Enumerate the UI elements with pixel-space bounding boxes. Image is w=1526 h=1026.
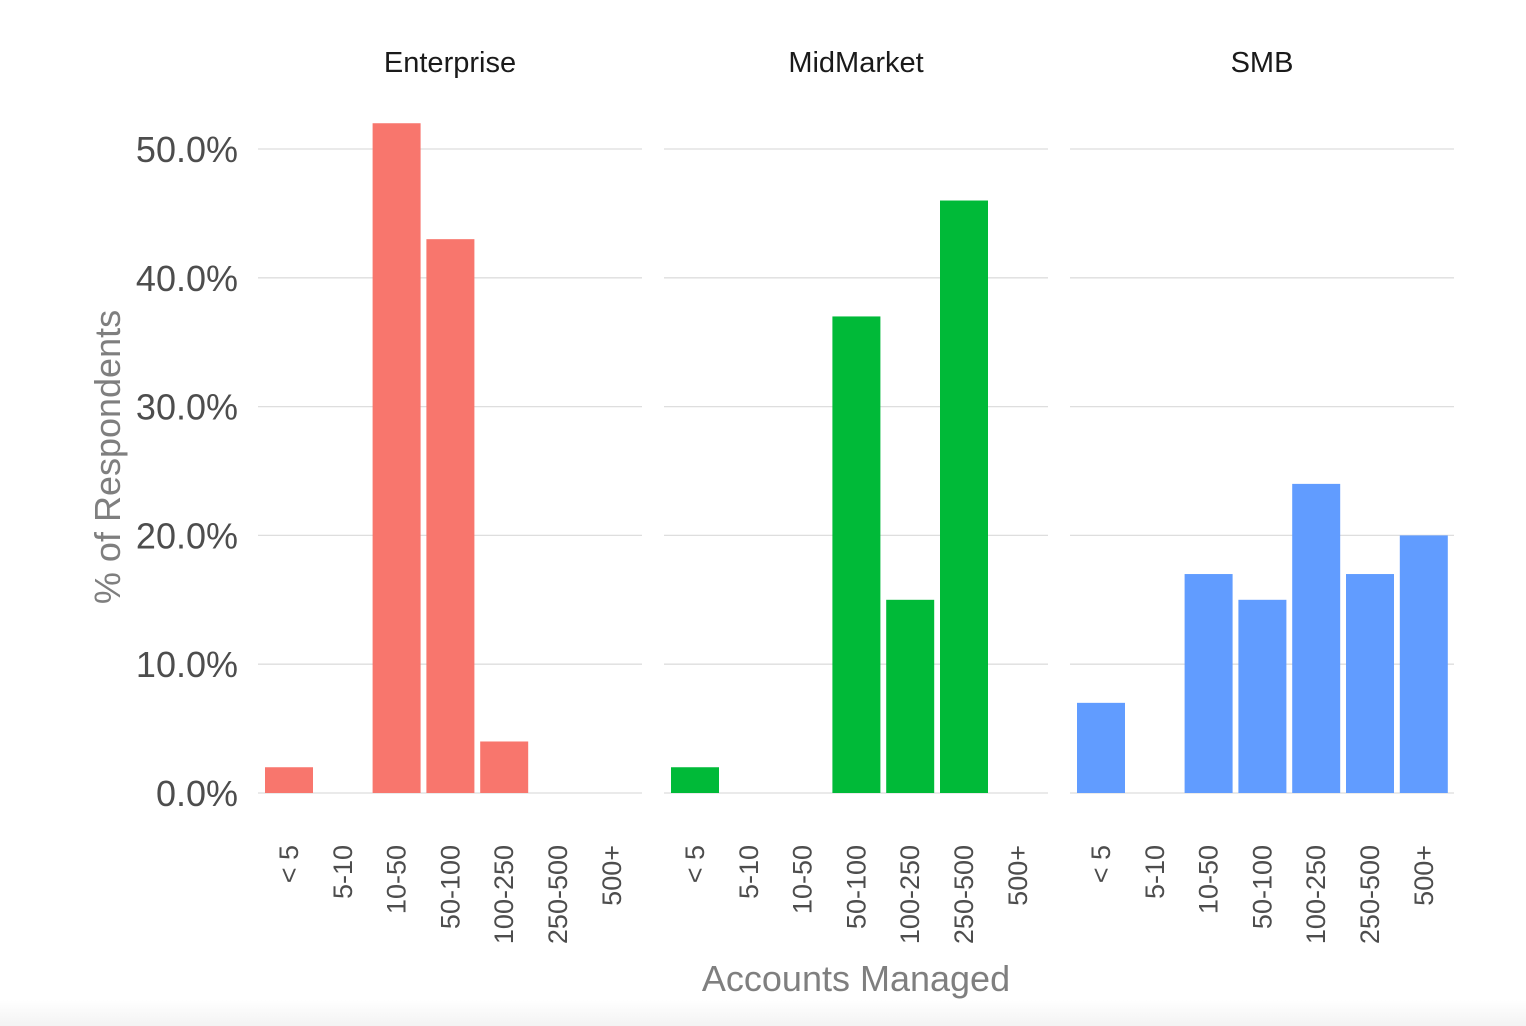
x-tick-label-enterprise: 250-500 bbox=[543, 845, 573, 944]
x-tick-label-enterprise: < 5 bbox=[274, 845, 304, 883]
x-tick-label-midmarket: 250-500 bbox=[949, 845, 979, 944]
x-tick-label-enterprise: 100-250 bbox=[489, 845, 519, 944]
y-tick-label: 40.0% bbox=[136, 258, 238, 299]
x-tick-label-midmarket: 10-50 bbox=[788, 845, 818, 914]
y-tick-label: 20.0% bbox=[136, 515, 238, 556]
x-tick-label-smb: 50-100 bbox=[1247, 845, 1277, 929]
x-tick-label-smb: 5-10 bbox=[1140, 845, 1170, 899]
y-tick-label: 10.0% bbox=[136, 644, 238, 685]
x-tick-label-smb: 500+ bbox=[1409, 845, 1439, 906]
bar-midmarket-100-250 bbox=[886, 599, 935, 793]
facet-title-enterprise: Enterprise bbox=[384, 47, 516, 79]
y-tick-label: 30.0% bbox=[136, 387, 238, 428]
x-tick-label-smb: 250-500 bbox=[1355, 845, 1385, 944]
x-tick-label-midmarket: 100-250 bbox=[895, 845, 925, 944]
x-tick-label-enterprise: 10-50 bbox=[382, 845, 412, 914]
bar-smb-100-250 bbox=[1292, 483, 1341, 793]
x-tick-label-smb: 10-50 bbox=[1194, 845, 1224, 914]
page-bottom-edge bbox=[0, 1000, 1526, 1026]
x-tick-label-smb: < 5 bbox=[1086, 845, 1116, 883]
bar-smb-250-500 bbox=[1346, 574, 1394, 793]
bar-smb-500 bbox=[1399, 535, 1448, 793]
x-tick-label-midmarket: 5-10 bbox=[734, 845, 764, 899]
bar-midmarket-5 bbox=[671, 767, 719, 793]
labels: Accounts Managed % of Respondents 0.0% 10… bbox=[87, 47, 1439, 999]
bar-smb-5 bbox=[1077, 702, 1125, 793]
bar-smb-50-100 bbox=[1238, 599, 1287, 793]
bars bbox=[265, 123, 1448, 794]
x-tick-label-midmarket: 50-100 bbox=[841, 845, 871, 929]
y-axis-title: % of Respondents bbox=[87, 310, 128, 604]
bar-midmarket-250-500 bbox=[940, 200, 988, 793]
y-tick-label: 50.0% bbox=[136, 129, 238, 170]
bar-enterprise-100-250 bbox=[480, 741, 529, 793]
bar-midmarket-50-100 bbox=[832, 316, 881, 793]
y-tick-label: 0.0% bbox=[156, 773, 238, 814]
bar-enterprise-10-50 bbox=[372, 123, 421, 794]
bar-smb-10-50 bbox=[1184, 574, 1233, 793]
facet-title-smb: SMB bbox=[1231, 47, 1294, 79]
x-tick-label-enterprise: 5-10 bbox=[328, 845, 358, 899]
x-tick-label-smb: 100-250 bbox=[1301, 845, 1331, 944]
x-tick-label-enterprise: 500+ bbox=[597, 845, 627, 906]
facet-title-midmarket: MidMarket bbox=[788, 47, 923, 79]
bar-enterprise-50-100 bbox=[426, 239, 475, 793]
x-tick-label-midmarket: < 5 bbox=[680, 845, 710, 883]
bar-enterprise-5 bbox=[265, 767, 313, 793]
x-tick-label-enterprise: 50-100 bbox=[435, 845, 465, 929]
x-tick-label-midmarket: 500+ bbox=[1003, 845, 1033, 906]
x-axis-title: Accounts Managed bbox=[702, 958, 1010, 999]
